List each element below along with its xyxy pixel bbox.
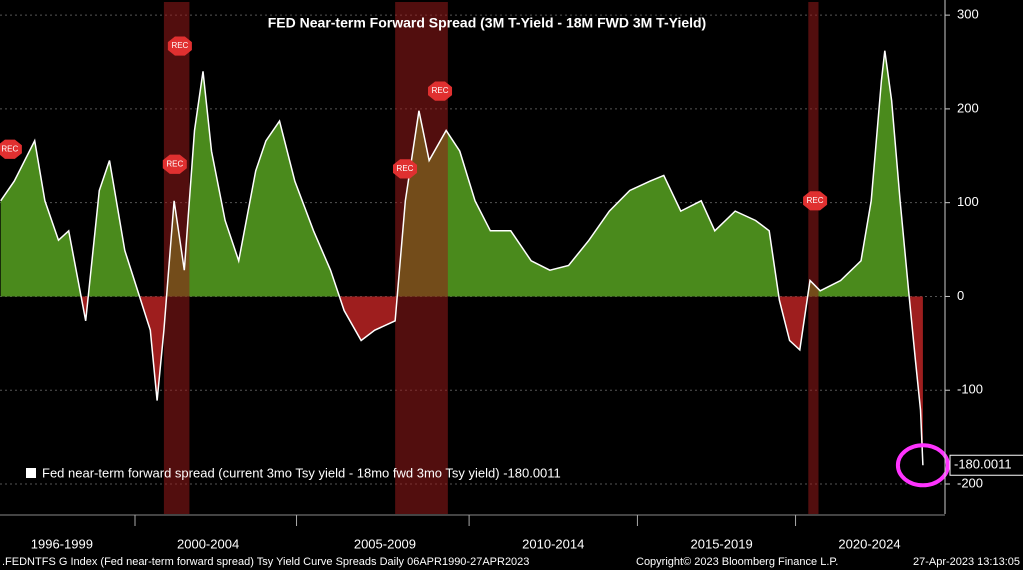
rec-label: REC [807, 196, 824, 205]
rec-marker [0, 139, 22, 159]
rec-label: REC [166, 159, 183, 168]
footer-timestamp: 27-Apr-2023 13:13:05 [913, 556, 1020, 568]
rec-label: REC [171, 41, 188, 50]
last-value-box [949, 454, 1023, 476]
x-tick-label: 2015-2019 [691, 536, 753, 551]
legend-label: Fed near-term forward spread (current 3m… [42, 465, 561, 480]
rec-marker [392, 159, 418, 179]
footer-source: .FEDNTFS G Index (Fed near-term forward … [2, 556, 529, 568]
rec-label: REC [432, 86, 449, 95]
x-tick-label: 2020-2024 [838, 536, 900, 551]
recession-band [395, 2, 448, 514]
x-tick-label: 2005-2009 [354, 536, 416, 551]
y-tick-label: -100 [957, 382, 983, 397]
y-tick-label: 300 [957, 7, 979, 22]
highlight-circle [895, 443, 950, 488]
x-tick-label: 1996-1999 [31, 536, 93, 551]
legend-swatch [26, 468, 36, 478]
y-tick-label: 200 [957, 100, 979, 115]
y-tick-label: 100 [957, 194, 979, 209]
x-tick-label: 2010-2014 [522, 536, 584, 551]
area [0, 50, 923, 466]
rec-marker [803, 191, 828, 211]
x-tick-label: 2000-2004 [177, 536, 239, 551]
y-tick-label: 0 [957, 288, 964, 303]
footer-copyright: Copyright© 2023 Bloomberg Finance L.P. [636, 556, 838, 568]
rec-marker [167, 36, 192, 56]
rec-label: REC [1, 144, 18, 153]
rec-marker [428, 81, 453, 101]
chart-title: FED Near-term Forward Spread (3M T-Yield… [268, 15, 706, 31]
recession-band [808, 2, 819, 514]
rec-label: REC [397, 164, 414, 173]
rec-marker [162, 154, 187, 174]
line [0, 50, 924, 466]
y-tick-label: -200 [957, 475, 983, 490]
last-value-label: -180.0011 [954, 457, 1012, 472]
